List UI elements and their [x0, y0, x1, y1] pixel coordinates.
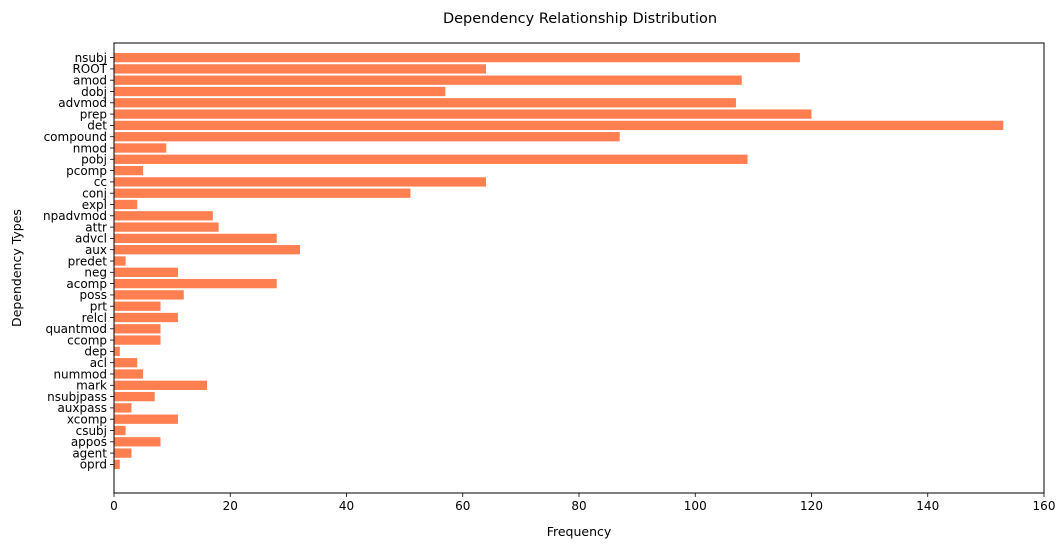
y-tick-label: attr — [85, 220, 107, 234]
bar-predet — [114, 256, 126, 266]
bar-relcl — [114, 312, 178, 323]
bar-prep — [114, 109, 812, 119]
bar-attr — [114, 222, 219, 232]
bar-nmod — [114, 143, 167, 153]
bar-oprd — [114, 459, 120, 470]
bar-aux — [114, 245, 300, 255]
x-tick-label: 140 — [916, 499, 939, 513]
x-axis-label: Frequency — [547, 524, 612, 539]
y-tick-label: cc — [94, 175, 107, 189]
bar-advcl — [114, 233, 277, 244]
bar-auxpass — [114, 403, 132, 413]
y-tick-label: csubj — [76, 424, 107, 438]
y-tick-label: aux — [85, 243, 107, 257]
x-tick-label: 60 — [455, 499, 470, 513]
bar-conj — [114, 188, 411, 198]
y-tick-label: acomp — [66, 277, 107, 291]
y-tick-label: prt — [90, 300, 108, 314]
y-tick-label: nsubj — [75, 51, 107, 65]
bar-neg — [114, 267, 178, 277]
y-tick-label: amod — [73, 74, 107, 88]
bar-appos — [114, 437, 161, 447]
y-tick-label: conj — [82, 187, 107, 201]
y-tick-label: compound — [44, 130, 107, 144]
bar-nsubj — [114, 52, 800, 63]
bar-dep — [114, 346, 120, 357]
bar-pcomp — [114, 165, 144, 176]
y-tick-label: nsubjpass — [47, 390, 107, 404]
y-tick-label: advcl — [75, 232, 107, 246]
bar-pobj — [114, 154, 748, 164]
y-tick-label: agent — [72, 446, 107, 460]
y-tick-label: nummod — [53, 367, 107, 381]
y-tick-label: ccomp — [67, 333, 107, 347]
y-tick-label: oprd — [80, 458, 107, 472]
x-tick-label: 0 — [110, 499, 118, 513]
bar-nummod — [114, 369, 144, 379]
x-tick-label: 80 — [571, 499, 586, 513]
bar-prt — [114, 301, 161, 311]
x-tick-label: 20 — [223, 499, 238, 513]
y-tick-label: pobj — [81, 153, 107, 167]
bar-poss — [114, 290, 184, 300]
y-tick-label: dobj — [81, 85, 107, 99]
bar-det — [114, 120, 1004, 131]
bar-quantmod — [114, 324, 161, 334]
y-tick-label: auxpass — [57, 401, 107, 415]
x-axis-ticks: 0 20 40 60 80 100 120 140 160 — [110, 493, 1055, 513]
x-tick-label: 100 — [684, 499, 707, 513]
y-tick-label: neg — [84, 266, 107, 280]
y-tick-label: acl — [90, 356, 107, 370]
y-tick-label: advmod — [58, 96, 107, 110]
y-tick-label: mark — [76, 379, 107, 393]
y-tick-label: poss — [80, 288, 107, 302]
bar-npadvmod — [114, 211, 213, 221]
bar-amod — [114, 75, 742, 85]
bar-ROOT — [114, 64, 486, 74]
y-axis-ticks: nsubjROOTamoddobjadvmodprepdetcompoundnm… — [43, 51, 114, 472]
y-tick-label: npadvmod — [43, 209, 107, 223]
bar-dobj — [114, 86, 446, 97]
bar-acomp — [114, 278, 277, 289]
y-tick-label: quantmod — [45, 322, 107, 336]
chart-title: Dependency Relationship Distribution — [443, 11, 717, 27]
y-tick-label: expl — [82, 198, 107, 212]
bar-cc — [114, 177, 486, 187]
y-tick-label: ROOT — [72, 62, 107, 76]
bars-group — [114, 52, 1004, 470]
x-tick-label: 40 — [339, 499, 354, 513]
plot-frame — [113, 42, 1045, 494]
y-tick-label: xcomp — [67, 413, 107, 427]
y-tick-label: relcl — [82, 311, 107, 325]
bar-advmod — [114, 98, 736, 108]
y-tick-label: nmod — [73, 141, 107, 155]
y-tick-label: pcomp — [66, 164, 107, 178]
bar-expl — [114, 199, 138, 210]
bar-nsubjpass — [114, 391, 155, 402]
y-tick-label: predet — [68, 254, 108, 268]
bar-xcomp — [114, 414, 178, 424]
y-tick-label: det — [87, 119, 107, 133]
y-tick-label: appos — [71, 435, 107, 449]
bar-csubj — [114, 425, 126, 436]
bar-mark — [114, 380, 207, 390]
bar-compound — [114, 132, 620, 142]
bar-ccomp — [114, 335, 161, 345]
x-tick-label: 160 — [1033, 499, 1056, 513]
bar-agent — [114, 448, 132, 458]
y-tick-label: dep — [84, 345, 107, 359]
y-axis-label: Dependency Types — [9, 209, 24, 327]
y-tick-label: prep — [80, 107, 107, 121]
x-tick-label: 120 — [800, 499, 823, 513]
bar-acl — [114, 358, 138, 368]
